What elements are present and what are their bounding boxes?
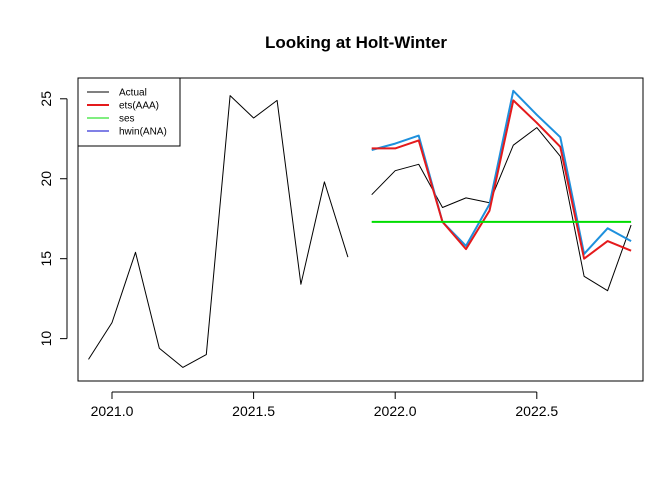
series-layer xyxy=(88,89,632,368)
series-line-ets-aaa xyxy=(371,99,632,260)
chart-title: Looking at Holt-Winter xyxy=(265,33,447,52)
legend-label: ses xyxy=(119,114,135,125)
legend-box xyxy=(77,77,181,147)
y-axis: 10 15 20 25 xyxy=(38,91,68,347)
series-line-hwin-ana xyxy=(371,89,632,255)
series-line-actual xyxy=(88,95,349,368)
x-tick-label: 2021.5 xyxy=(232,403,275,419)
plot-frame xyxy=(77,77,644,382)
legend-label: hwin(ANA) xyxy=(119,127,167,138)
x-axis: 2021.0 2021.5 2022.0 2022.5 xyxy=(91,391,558,419)
y-tick-label: 10 xyxy=(38,331,54,347)
y-tick-label: 20 xyxy=(38,171,54,187)
x-tick-label: 2021.0 xyxy=(91,403,134,419)
x-tick-label: 2022.0 xyxy=(374,403,417,419)
legend-label: Actual xyxy=(119,88,147,99)
legend-label: ets(AAA) xyxy=(119,101,159,112)
y-tick-label: 15 xyxy=(38,251,54,267)
x-tick-label: 2022.5 xyxy=(515,403,558,419)
legend: Actual ets(AAA) ses hwin(ANA) xyxy=(77,77,181,147)
series-line-actual-test xyxy=(371,127,632,292)
y-tick-label: 25 xyxy=(38,91,54,107)
